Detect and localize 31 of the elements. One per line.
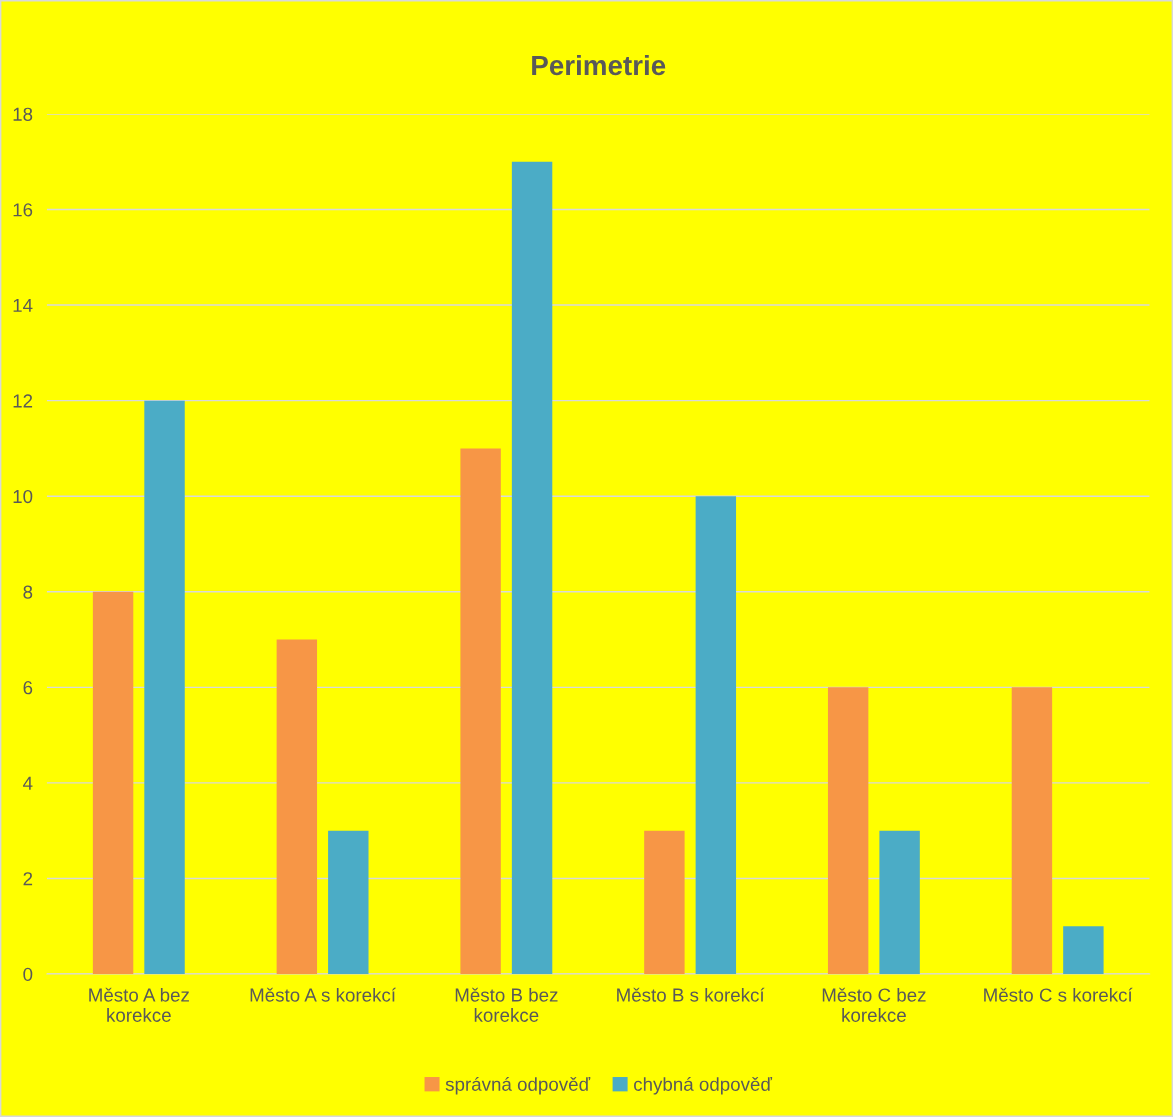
y-tick-label: 16: [13, 203, 33, 217]
y-tick-label: 18: [13, 107, 33, 121]
bar: [92, 591, 134, 975]
y-tick-label: 6: [23, 681, 33, 695]
y-tick-label: 2: [23, 872, 33, 886]
bar: [1011, 687, 1053, 975]
bar: [276, 639, 318, 975]
bar: [460, 448, 501, 975]
x-tick-label: Město A bez korekce: [89, 987, 189, 1022]
bar: [644, 830, 685, 975]
x-tick-label: Město B s korekcí: [617, 987, 765, 1002]
bar: [144, 400, 185, 975]
x-tick-label: Město B bez korekce: [455, 987, 558, 1022]
bar: [511, 161, 553, 975]
y-tick-label: 10: [13, 489, 33, 504]
bar: [879, 830, 920, 975]
y-tick-label: 8: [23, 585, 33, 599]
y-tick-label: 0: [23, 967, 33, 981]
legend-label: chybná odpověď: [634, 1076, 773, 1095]
y-tick-label: 14: [13, 298, 33, 312]
chart-title: Perimetrie: [532, 54, 666, 76]
legend-label: správná odpověď: [445, 1076, 591, 1095]
y-tick-label: 4: [23, 776, 33, 790]
x-tick-label: Město A s korekcí: [250, 987, 396, 1002]
y-tick-label: 12: [13, 394, 33, 408]
x-tick-label: Město C s korekcí: [984, 987, 1133, 1002]
bar: [827, 687, 869, 975]
x-tick-label: Město C bez korekce: [822, 987, 926, 1022]
bar: [328, 830, 369, 975]
bar: [695, 496, 737, 975]
bar: [1063, 926, 1104, 975]
